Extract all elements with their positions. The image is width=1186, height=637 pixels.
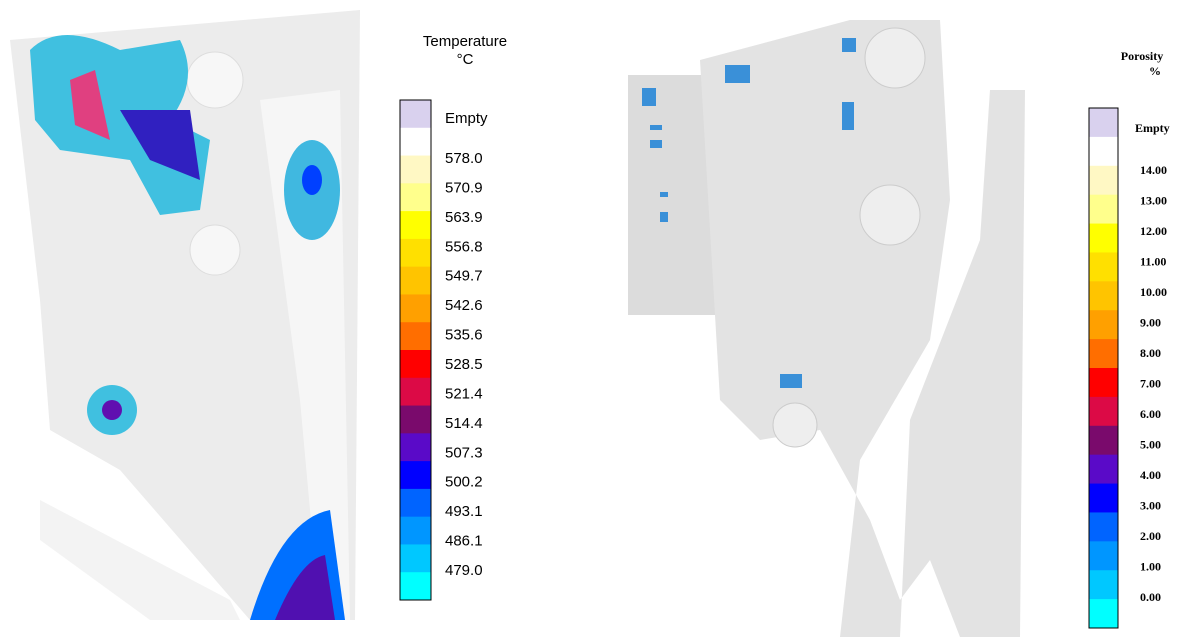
legend-label: 486.1 bbox=[445, 533, 483, 550]
legend-swatch bbox=[1089, 455, 1118, 484]
legend-label: 549.7 bbox=[445, 268, 483, 285]
legend-label: 10.00 bbox=[1140, 285, 1167, 299]
left-casting bbox=[10, 10, 360, 620]
legend-label: 479.0 bbox=[445, 562, 483, 579]
legend-swatch bbox=[400, 156, 431, 184]
legend-empty-label: Empty bbox=[1135, 121, 1170, 135]
legend-swatch bbox=[1089, 224, 1118, 253]
legend-swatch bbox=[1089, 339, 1118, 368]
legend-label: 578.0 bbox=[445, 150, 483, 167]
legend-label: 5.00 bbox=[1140, 437, 1161, 451]
legend-swatch bbox=[1089, 426, 1118, 455]
legend-swatch bbox=[400, 350, 431, 378]
legend-label: 507.3 bbox=[445, 444, 483, 461]
legend-label: 521.4 bbox=[445, 385, 483, 402]
legend-label: 13.00 bbox=[1140, 193, 1167, 207]
legend-swatch bbox=[400, 128, 431, 156]
legend-label: 4.00 bbox=[1140, 468, 1161, 482]
legend-swatch bbox=[1089, 195, 1118, 224]
legend-unit: % bbox=[1149, 64, 1161, 78]
legend-empty-label: Empty bbox=[445, 110, 488, 127]
legend-label: 2.00 bbox=[1140, 529, 1161, 543]
legend-swatch bbox=[1089, 310, 1118, 339]
legend-title: Porosity bbox=[1121, 49, 1163, 63]
legend-swatch bbox=[1089, 281, 1118, 310]
legend-label: 493.1 bbox=[445, 503, 483, 520]
legend-swatch bbox=[400, 100, 431, 128]
legend-title: Temperature bbox=[423, 33, 507, 50]
legend-label: 556.8 bbox=[445, 238, 483, 255]
legend-swatch bbox=[400, 239, 431, 267]
legend-swatch bbox=[400, 406, 431, 434]
legend-swatch bbox=[1089, 166, 1118, 195]
legend-label: 9.00 bbox=[1140, 315, 1161, 329]
legend-label: 8.00 bbox=[1140, 346, 1161, 360]
right-casting bbox=[628, 20, 1025, 637]
temperature-legend: Temperature °C Empty 578.0 570.9 563.9 556.… bbox=[400, 33, 507, 601]
legend-swatch bbox=[1089, 397, 1118, 426]
legend-label: 14.00 bbox=[1140, 163, 1167, 177]
legend-label: 7.00 bbox=[1140, 376, 1161, 390]
legend-label: 528.5 bbox=[445, 356, 483, 373]
legend-swatch bbox=[400, 183, 431, 211]
legend-swatch bbox=[400, 572, 431, 600]
legend-label: 0.00 bbox=[1140, 590, 1161, 604]
porosity-legend: Porosity % Empty 14.00 13.00 12.00 11.00 10.… bbox=[1089, 49, 1170, 629]
legend-label: 563.9 bbox=[445, 209, 483, 226]
legend-label: 514.4 bbox=[445, 415, 483, 432]
legend-swatch bbox=[1089, 252, 1118, 281]
legend-swatch bbox=[1089, 570, 1118, 599]
legend-unit: °C bbox=[457, 51, 474, 68]
legend-swatch bbox=[400, 489, 431, 517]
legend-label: 535.6 bbox=[445, 327, 483, 344]
legend-swatch bbox=[1089, 484, 1118, 513]
legend-swatch bbox=[400, 294, 431, 322]
legend-swatch bbox=[1089, 108, 1118, 137]
legend-swatch bbox=[1089, 137, 1118, 166]
legend-label: 500.2 bbox=[445, 474, 483, 491]
legend-swatch bbox=[400, 322, 431, 350]
legend-swatch bbox=[1089, 599, 1118, 628]
legend-label: 1.00 bbox=[1140, 559, 1161, 573]
legend-label: 6.00 bbox=[1140, 407, 1161, 421]
legend-swatch bbox=[400, 461, 431, 489]
legend-swatch bbox=[400, 267, 431, 295]
legend-label: 3.00 bbox=[1140, 498, 1161, 512]
legend-swatch bbox=[400, 544, 431, 572]
legend-swatch bbox=[400, 433, 431, 461]
legend-swatch bbox=[400, 211, 431, 239]
screenshot: Temperature °C Empty 578.0 570.9 563.9 556.… bbox=[0, 0, 1186, 637]
legend-swatch bbox=[1089, 541, 1118, 570]
legend-swatch bbox=[1089, 512, 1118, 541]
legend-label: 542.6 bbox=[445, 297, 483, 314]
legend-label: 11.00 bbox=[1140, 254, 1166, 268]
legend-label: 12.00 bbox=[1140, 224, 1167, 238]
legend-label: 570.9 bbox=[445, 179, 483, 196]
legend-swatch bbox=[400, 517, 431, 545]
legend-swatch bbox=[400, 378, 431, 406]
legend-swatch bbox=[1089, 368, 1118, 397]
